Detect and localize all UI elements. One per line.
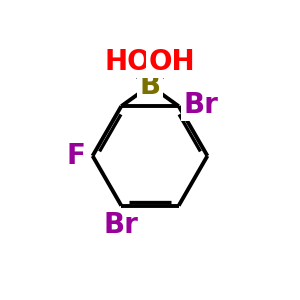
Text: OH: OH	[148, 47, 195, 76]
Text: Br: Br	[183, 91, 218, 119]
Text: B: B	[140, 72, 160, 100]
Text: F: F	[67, 142, 86, 170]
Text: HO: HO	[105, 47, 152, 76]
Text: Br: Br	[104, 211, 139, 239]
